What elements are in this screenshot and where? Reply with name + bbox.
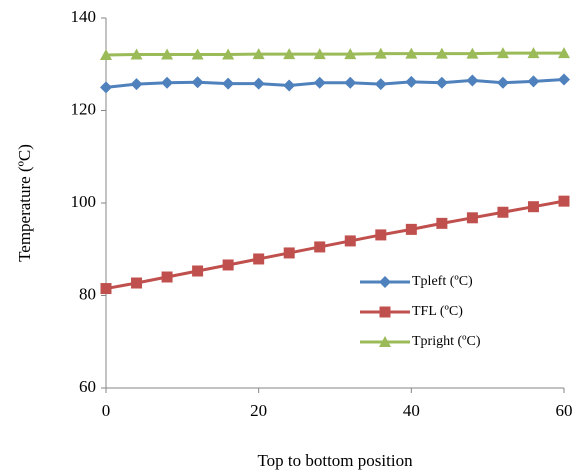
marker [222, 48, 235, 60]
marker [558, 73, 570, 86]
marker [222, 259, 234, 271]
marker [222, 77, 235, 90]
marker [527, 47, 540, 59]
marker [131, 277, 143, 289]
marker [130, 48, 143, 60]
marker [100, 49, 112, 60]
marker [466, 47, 479, 59]
marker [405, 47, 418, 59]
y-tick-label: 120 [71, 99, 97, 118]
marker [161, 76, 174, 89]
marker [527, 75, 540, 88]
marker [130, 78, 143, 91]
x-tick-label: 60 [556, 401, 573, 420]
marker [100, 81, 112, 94]
marker [100, 283, 112, 295]
y-tick-label: 140 [71, 7, 97, 26]
legend-label: Tpright (ºC) [412, 334, 481, 349]
y-axis-label: Temperature (ºC) [15, 144, 34, 262]
marker [192, 265, 204, 277]
series-line [105, 51, 564, 57]
marker [527, 201, 539, 213]
marker [161, 271, 173, 283]
marker [466, 212, 478, 224]
y-tick-label: 60 [79, 377, 96, 396]
marker [558, 195, 570, 207]
marker [344, 48, 357, 60]
marker [191, 76, 204, 89]
marker [558, 47, 570, 59]
marker [374, 47, 387, 59]
marker [379, 306, 391, 318]
marker [313, 48, 326, 60]
marker [496, 76, 509, 89]
x-tick-label: 0 [102, 401, 111, 420]
marker [405, 223, 417, 235]
y-tick-label: 80 [79, 284, 96, 303]
marker [344, 235, 356, 247]
marker [252, 77, 265, 90]
marker [283, 247, 295, 259]
marker [497, 206, 509, 218]
y-tick-label: 100 [71, 192, 97, 211]
marker [436, 217, 448, 229]
marker [161, 48, 174, 60]
marker [379, 336, 391, 347]
series-line [105, 199, 565, 291]
marker [496, 47, 509, 59]
marker [313, 76, 326, 89]
marker [379, 276, 391, 288]
marker [435, 47, 448, 59]
marker [283, 48, 296, 60]
marker [435, 76, 448, 89]
x-tick-label: 20 [250, 401, 267, 420]
marker [191, 48, 204, 60]
x-tick-label: 40 [403, 401, 420, 420]
marker [344, 76, 357, 89]
marker [314, 241, 326, 253]
legend-label: TFL (ºC) [412, 304, 463, 319]
x-axis-label: Top to bottom position [257, 451, 413, 470]
marker [374, 78, 387, 91]
marker [405, 75, 418, 88]
marker [375, 229, 387, 241]
legend-label: Tpleft (ºC) [412, 274, 473, 289]
marker [253, 253, 265, 265]
marker [466, 74, 479, 87]
marker [252, 48, 265, 60]
series-line [105, 78, 565, 89]
marker [283, 79, 296, 92]
